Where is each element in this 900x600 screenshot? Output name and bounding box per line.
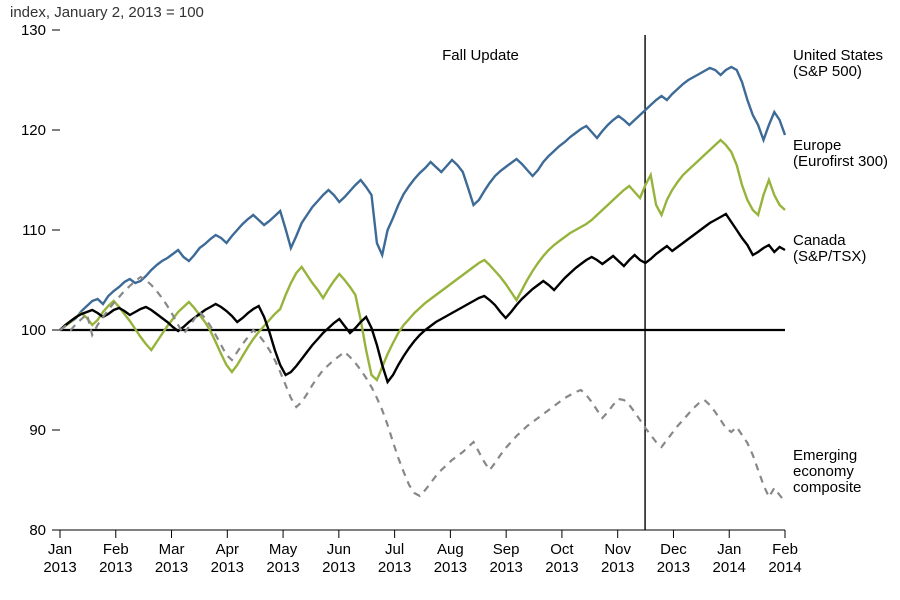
legend-canada-s-p-tsx-: Canada bbox=[793, 232, 846, 249]
fall-update-label: Fall Update bbox=[442, 47, 519, 64]
svg-text:2013: 2013 bbox=[545, 559, 578, 576]
svg-text:Dec: Dec bbox=[660, 541, 687, 558]
svg-text:2013: 2013 bbox=[43, 559, 76, 576]
chart-subtitle: index, January 2, 2013 = 100 bbox=[10, 4, 204, 21]
svg-text:Aug: Aug bbox=[437, 541, 464, 558]
svg-text:Jun: Jun bbox=[327, 541, 351, 558]
series-emerging-economy-composite bbox=[60, 277, 785, 502]
svg-text:2013: 2013 bbox=[434, 559, 467, 576]
svg-text:Apr: Apr bbox=[216, 541, 239, 558]
svg-text:Sep: Sep bbox=[493, 541, 520, 558]
svg-text:2013: 2013 bbox=[211, 559, 244, 576]
svg-text:Nov: Nov bbox=[604, 541, 631, 558]
svg-text:120: 120 bbox=[21, 122, 46, 139]
legend-canada-s-p-tsx-: (S&P/TSX) bbox=[793, 248, 866, 265]
svg-text:80: 80 bbox=[29, 522, 46, 539]
svg-text:2013: 2013 bbox=[266, 559, 299, 576]
svg-text:2013: 2013 bbox=[378, 559, 411, 576]
svg-text:Mar: Mar bbox=[159, 541, 185, 558]
equity-index-chart: index, January 2, 2013 = 100 80901001101… bbox=[0, 0, 900, 600]
series-canada-s-p-tsx- bbox=[60, 214, 785, 382]
legend-united-states-s-p-500-: United States bbox=[793, 47, 883, 64]
legend-emerging-economy-composite: economy bbox=[793, 463, 854, 480]
svg-text:Jan: Jan bbox=[48, 541, 72, 558]
legend-emerging-economy-composite: Emerging bbox=[793, 447, 857, 464]
chart-canvas: 8090100110120130Jan2013Feb2013Mar2013Apr… bbox=[0, 0, 900, 600]
svg-text:100: 100 bbox=[21, 322, 46, 339]
svg-text:May: May bbox=[269, 541, 298, 558]
svg-text:2013: 2013 bbox=[99, 559, 132, 576]
series-united-states-s-p-500- bbox=[60, 67, 785, 330]
legend-united-states-s-p-500-: (S&P 500) bbox=[793, 63, 862, 80]
svg-text:Jul: Jul bbox=[385, 541, 404, 558]
svg-text:2014: 2014 bbox=[768, 559, 801, 576]
legend-europe-eurofirst-300-: (Eurofirst 300) bbox=[793, 153, 888, 170]
legend-europe-eurofirst-300-: Europe bbox=[793, 137, 841, 154]
svg-text:Feb: Feb bbox=[772, 541, 798, 558]
svg-text:2014: 2014 bbox=[713, 559, 746, 576]
svg-text:Feb: Feb bbox=[103, 541, 129, 558]
legend-emerging-economy-composite: composite bbox=[793, 479, 861, 496]
svg-text:90: 90 bbox=[29, 422, 46, 439]
svg-text:110: 110 bbox=[22, 222, 46, 239]
series-europe-eurofirst-300- bbox=[60, 140, 785, 380]
svg-text:130: 130 bbox=[21, 22, 46, 39]
svg-text:Oct: Oct bbox=[550, 541, 574, 558]
svg-text:2013: 2013 bbox=[657, 559, 690, 576]
svg-text:2013: 2013 bbox=[489, 559, 522, 576]
svg-text:2013: 2013 bbox=[601, 559, 634, 576]
svg-text:2013: 2013 bbox=[155, 559, 188, 576]
svg-text:2013: 2013 bbox=[322, 559, 355, 576]
svg-text:Jan: Jan bbox=[717, 541, 741, 558]
